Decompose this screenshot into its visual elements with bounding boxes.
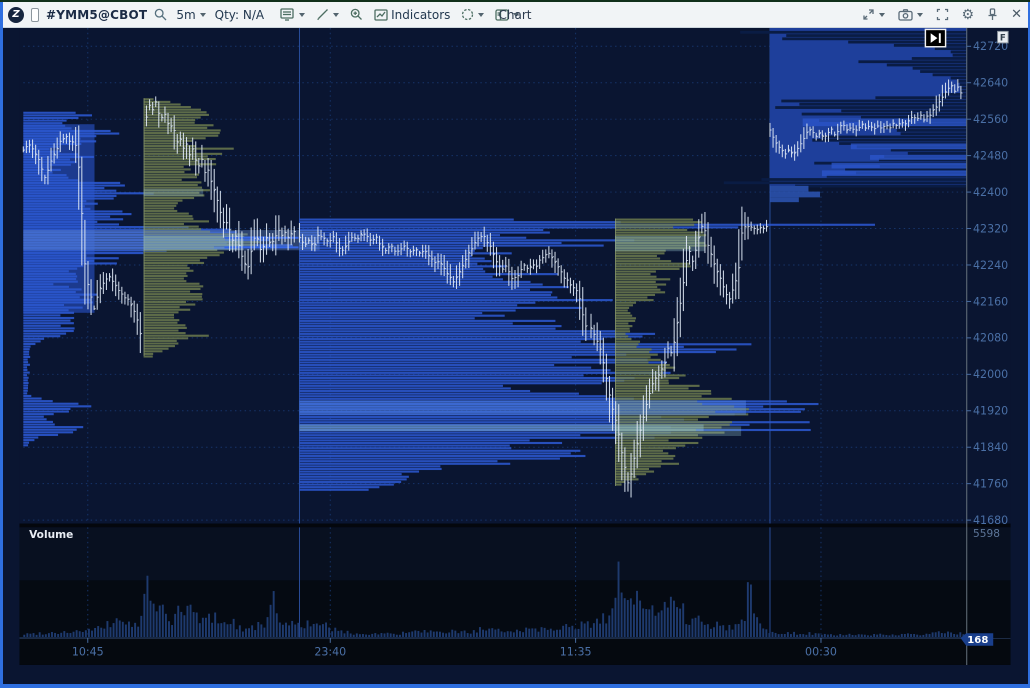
candles-session-a	[22, 125, 143, 354]
svg-text:42240: 42240	[973, 259, 1008, 272]
chevron-down-icon	[333, 12, 340, 17]
svg-text:41920: 41920	[973, 405, 1008, 418]
svg-text:F: F	[1000, 34, 1006, 44]
svg-text:11:35: 11:35	[560, 645, 592, 658]
svg-text:42400: 42400	[973, 186, 1008, 199]
svg-text:41680: 41680	[973, 514, 1008, 527]
qty-label: Qty: N/A	[214, 7, 265, 22]
olive-profile-2	[615, 218, 749, 487]
chevron-down-icon	[916, 12, 923, 17]
svg-text:41760: 41760	[973, 478, 1008, 491]
chart-svg: 4272042640425604248042400423204224042160…	[19, 28, 1011, 665]
chart-toolbar: Z #YMM5@CBOT 5m Qty: N/A	[0, 2, 1030, 28]
jump-to-end-button[interactable]	[924, 28, 947, 48]
volume-bars	[23, 561, 968, 638]
price-axis[interactable]: 4272042640425604248042400423204224042160…	[966, 40, 1008, 540]
fixed-scale-badge[interactable]: F	[997, 30, 1009, 44]
svg-text:42480: 42480	[973, 149, 1008, 162]
svg-text:10:45: 10:45	[72, 645, 104, 658]
candles-session-e	[769, 79, 963, 161]
fullscreen-button[interactable]	[934, 7, 951, 22]
pin-button[interactable]	[985, 7, 1000, 22]
search-icon[interactable]	[154, 8, 167, 21]
chevron-down-icon	[478, 12, 485, 17]
draw-tools-button[interactable]	[314, 7, 341, 22]
volume-axis-max: 5598	[973, 528, 1000, 540]
svg-text:41840: 41840	[973, 441, 1008, 454]
connection-status-icon	[31, 7, 39, 22]
time-axis[interactable]: 10:45 23:40 11:35 00:30	[72, 638, 837, 658]
chart-canvas[interactable]: 42720 42640 42560 42480 42400 42320 42240 42160…	[0, 28, 1030, 688]
svg-text:23:40: 23:40	[314, 645, 346, 658]
symbol-label[interactable]: #YMM5@CBOT	[46, 7, 148, 22]
timeframe-dropdown[interactable]: 5m	[174, 7, 207, 23]
close-icon[interactable]: ✕	[1011, 7, 1022, 22]
svg-text:42000: 42000	[973, 368, 1008, 381]
chevron-down-icon	[199, 12, 206, 17]
volume-pane-title: Volume	[29, 529, 73, 541]
svg-text:42640: 42640	[973, 77, 1008, 90]
svg-text:168: 168	[967, 635, 988, 646]
candles-session-b	[145, 96, 297, 280]
olive-profile-1	[143, 98, 260, 358]
window-border-right	[1028, 2, 1030, 688]
svg-text:42160: 42160	[973, 295, 1008, 308]
dom-panel-button[interactable]	[278, 7, 307, 22]
layout-button[interactable]	[493, 8, 521, 22]
mid-session-profile	[299, 218, 875, 491]
window-border-left	[0, 2, 3, 688]
collapse-panel-button[interactable]	[860, 7, 887, 22]
settings-button[interactable]: ⚙	[961, 6, 975, 23]
chevron-down-icon	[878, 12, 885, 17]
value-area-bands	[23, 188, 746, 436]
candles-session-d	[590, 206, 769, 498]
app-logo-icon: Z	[8, 6, 24, 23]
zoom-in-button[interactable]	[348, 7, 365, 22]
last-volume-badge: 168	[960, 633, 994, 646]
svg-text:42560: 42560	[973, 113, 1008, 126]
window-border-bottom	[0, 684, 1030, 688]
indicators-button[interactable]: Indicators	[372, 7, 452, 23]
screenshot-button[interactable]	[896, 8, 925, 22]
svg-text:42320: 42320	[973, 222, 1008, 235]
right-session-extra-rows	[769, 118, 967, 203]
svg-text:00:30: 00:30	[805, 645, 837, 658]
candles-session-c	[298, 223, 588, 341]
svg-text:42080: 42080	[973, 332, 1008, 345]
crosshair-button[interactable]	[459, 7, 486, 22]
chevron-down-icon	[513, 12, 520, 17]
chevron-down-icon	[299, 12, 306, 17]
